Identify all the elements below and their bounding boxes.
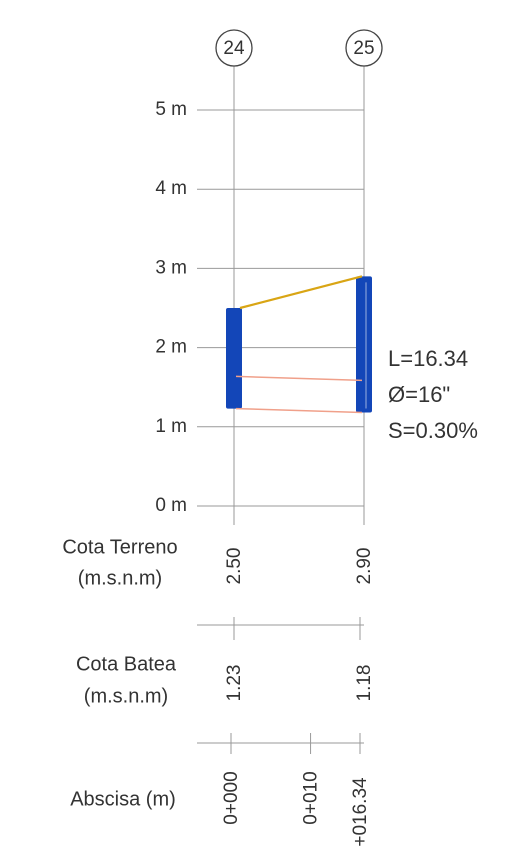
pipe-slope: S=0.30% <box>388 418 478 443</box>
abscissa-value: 0+010 <box>301 771 322 824</box>
node-label: 25 <box>353 38 374 59</box>
row-label: (m.s.n.m) <box>84 685 168 707</box>
y-tick-label: 1 m <box>155 416 187 437</box>
node-label: 24 <box>223 38 245 59</box>
abscissa-value: +016.34 <box>350 777 371 847</box>
invert-value: 1.23 <box>224 665 245 702</box>
pipe-invert <box>235 407 363 414</box>
y-tick-label: 2 m <box>155 337 187 358</box>
node-circle <box>345 29 383 67</box>
abscissa-value: 0+000 <box>221 771 242 824</box>
pipe-length: L=16.34 <box>388 346 468 371</box>
y-tick-label: 3 m <box>155 257 187 278</box>
terrain-value: 2.50 <box>224 548 245 585</box>
row-label: Abscisa (m) <box>70 788 176 810</box>
manhole <box>356 276 372 413</box>
terrain-value: 2.90 <box>354 548 375 585</box>
row-label: Cota Batea <box>76 653 177 675</box>
invert-value: 1.18 <box>354 665 375 702</box>
row-label: Cota Terreno <box>62 536 177 558</box>
terrain-line <box>239 275 363 310</box>
row-label: (m.s.n.m) <box>78 567 162 589</box>
y-tick-label: 0 m <box>155 495 187 516</box>
pipe-crown <box>235 375 363 382</box>
y-tick-label: 4 m <box>155 178 187 199</box>
pipe-diameter: Ø=16" <box>388 382 450 407</box>
y-tick-label: 5 m <box>155 99 187 120</box>
node-circle <box>215 29 253 67</box>
manhole <box>226 308 242 409</box>
